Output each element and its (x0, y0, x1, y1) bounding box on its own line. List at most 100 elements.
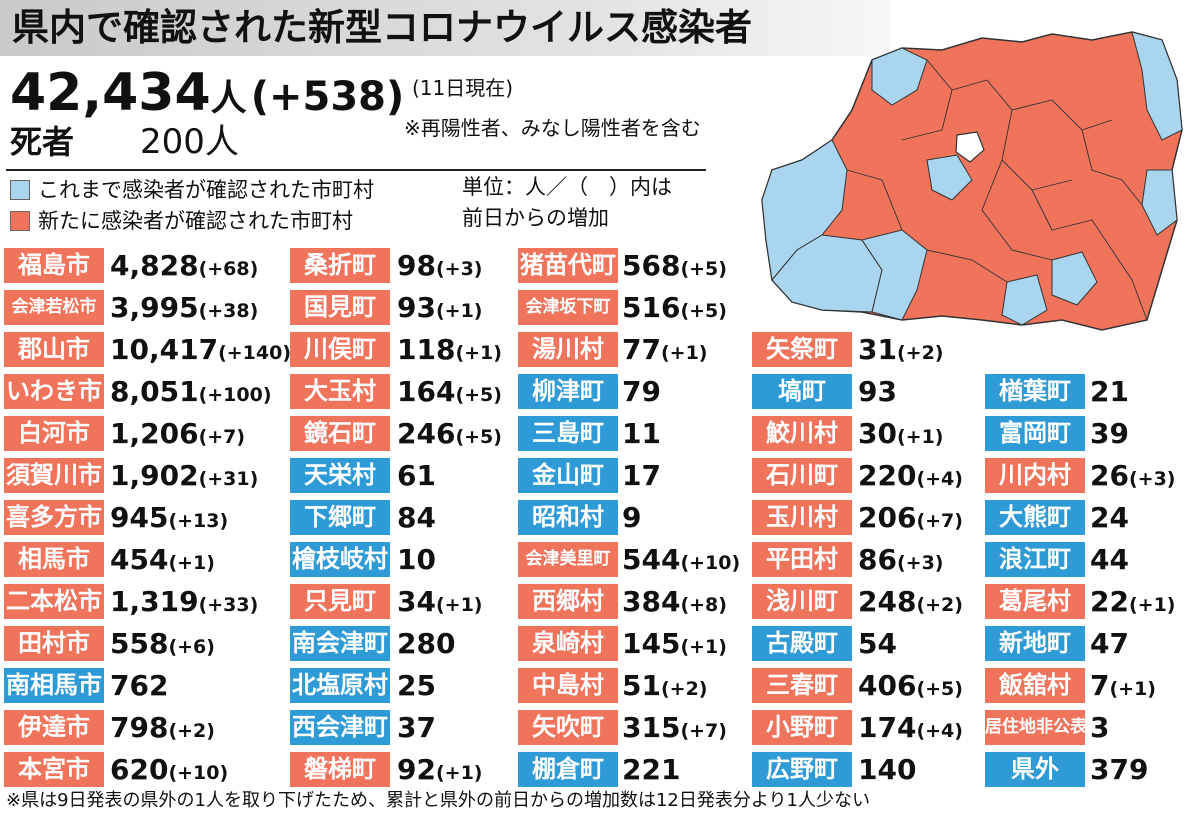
municipality-label: 新地町 (985, 626, 1085, 661)
case-count: 10 (397, 543, 436, 576)
municipality-label: 三春町 (752, 668, 852, 703)
case-delta: (+1) (168, 552, 215, 574)
case-count: 8,051 (110, 375, 199, 408)
legend-swatch-previous (10, 180, 30, 200)
case-delta: (+5) (680, 258, 727, 280)
municipality-value: 93(+1) (397, 290, 482, 325)
municipality-value: 384(+8) (622, 584, 727, 619)
municipality-label: 国見町 (290, 290, 390, 325)
case-delta: (+1) (435, 762, 483, 784)
case-count: 246 (397, 417, 456, 450)
municipality-label: 須賀川市 (4, 458, 104, 493)
municipality-value: 44 (1090, 542, 1129, 577)
case-count: 98 (397, 249, 436, 282)
municipality-label: 北塩原村 (290, 668, 390, 703)
map-borders (846, 59, 1148, 321)
case-count: 10,417 (110, 333, 219, 366)
deaths-value: 200人 (140, 122, 239, 162)
municipality-label: 葛尾村 (985, 584, 1085, 619)
municipality-label: 会津若松市 (4, 290, 104, 325)
municipality-value: 454(+1) (110, 542, 215, 577)
case-delta: (+2) (660, 678, 708, 700)
municipality-value: 3,995(+38) (110, 290, 258, 325)
case-count: 174 (858, 711, 917, 744)
case-count: 1,206 (110, 417, 199, 450)
municipality-value: 3 (1090, 710, 1109, 745)
case-count: 9 (622, 501, 642, 534)
municipality-value: 118(+1) (397, 332, 502, 367)
case-count: 61 (397, 459, 436, 492)
municipality-value: 558(+6) (110, 626, 215, 661)
divider (6, 169, 706, 171)
municipality-label: 天栄村 (290, 458, 390, 493)
total-delta: (+538) (250, 74, 405, 120)
municipality-value: 945(+13) (110, 500, 228, 535)
case-count: 248 (858, 585, 917, 618)
case-delta: (+38) (198, 300, 259, 322)
municipality-label: 福島市 (4, 248, 104, 283)
case-count: 3 (1090, 711, 1110, 744)
case-delta: (+1) (660, 342, 708, 364)
municipality-value: 84 (397, 500, 436, 535)
municipality-value: 9 (622, 500, 641, 535)
title-bar (0, 0, 890, 56)
case-delta: (+68) (198, 258, 259, 280)
case-delta: (+7) (680, 720, 727, 742)
municipality-label: 田村市 (4, 626, 104, 661)
case-count: 44 (1090, 543, 1129, 576)
legend-previous: これまで感染者が確認された市町村 (10, 176, 374, 204)
deaths-line: 死者 200人 (10, 122, 239, 162)
case-delta: (+4) (916, 720, 963, 742)
municipality-label: 昭和村 (518, 500, 618, 535)
municipality-value: 280 (397, 626, 455, 661)
case-delta: (+1) (1109, 678, 1156, 700)
municipality-value: 620(+10) (110, 752, 228, 787)
map-region-none (955, 131, 985, 163)
municipality-value: 1,319(+33) (110, 584, 258, 619)
case-count: 1,319 (110, 585, 199, 618)
case-delta: (+8) (680, 594, 727, 616)
case-delta: (+2) (916, 594, 963, 616)
municipality-value: 140 (858, 752, 916, 787)
municipality-label: 居住地非公表 (985, 710, 1085, 745)
case-count: 86 (858, 543, 897, 576)
case-delta: (+1) (680, 636, 727, 658)
case-count: 384 (622, 585, 681, 618)
case-count: 454 (110, 543, 169, 576)
case-count: 84 (397, 501, 436, 534)
municipality-label: 浅川町 (752, 584, 852, 619)
case-count: 54 (858, 627, 897, 660)
municipality-label: 南相馬市 (4, 668, 104, 703)
municipality-value: 246(+5) (397, 416, 502, 451)
municipality-value: 1,902(+31) (110, 458, 258, 493)
case-delta: (+3) (1128, 468, 1176, 490)
municipality-label: 石川町 (752, 458, 852, 493)
case-delta: (+33) (198, 594, 259, 616)
municipality-label: 南会津町 (290, 626, 390, 661)
municipality-label: 小野町 (752, 710, 852, 745)
case-delta: (+3) (896, 552, 944, 574)
map-region-kitashiobara (871, 47, 928, 106)
case-count: 21 (1090, 375, 1129, 408)
municipality-label: 中島村 (518, 668, 618, 703)
total-unit: 人 (210, 78, 247, 119)
municipality-label: 檜枝岐村 (290, 542, 390, 577)
total-count: 42,434 (10, 63, 211, 123)
municipality-label: 広野町 (752, 752, 852, 787)
municipality-value: 77(+1) (622, 332, 707, 367)
case-delta: (+6) (168, 636, 215, 658)
municipality-label: 湯川村 (518, 332, 618, 367)
case-count: 315 (622, 711, 681, 744)
municipality-value: 164(+5) (397, 374, 502, 409)
municipality-label: 矢祭町 (752, 332, 852, 367)
case-count: 37 (397, 711, 436, 744)
municipality-value: 4,828(+68) (110, 248, 258, 283)
municipality-value: 98(+3) (397, 248, 482, 283)
municipality-value: 248(+2) (858, 584, 963, 619)
municipality-value: 379 (1090, 752, 1148, 787)
municipality-label: 只見町 (290, 584, 390, 619)
case-delta: (+1) (455, 342, 502, 364)
municipality-value: 61 (397, 458, 436, 493)
municipality-label: 二本松市 (4, 584, 104, 619)
municipality-value: 174(+4) (858, 710, 963, 745)
